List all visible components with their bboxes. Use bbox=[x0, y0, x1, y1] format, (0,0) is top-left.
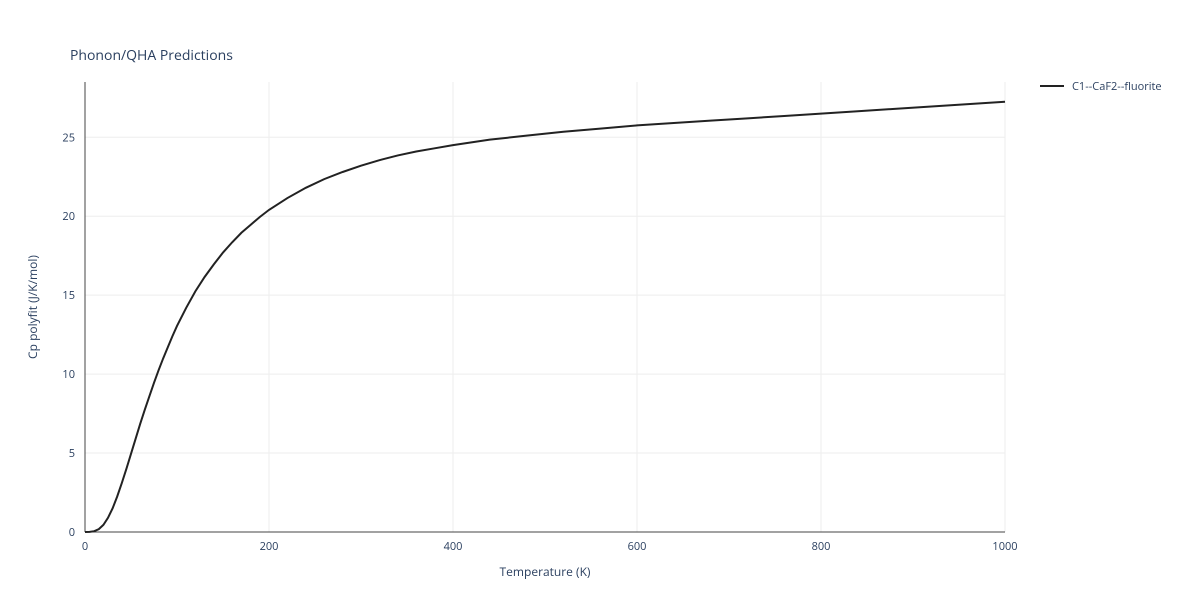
y-axis-label: Cp polyfit (J/K/mol) bbox=[24, 255, 41, 359]
legend-label: C1--CaF2--fluorite bbox=[1072, 79, 1162, 94]
y-tick-label: 5 bbox=[69, 446, 75, 461]
chart-bg bbox=[0, 0, 1200, 600]
x-tick-label: 400 bbox=[444, 539, 463, 554]
x-tick-label: 600 bbox=[628, 539, 647, 554]
x-tick-label: 0 bbox=[82, 539, 88, 554]
chart-title: Phonon/QHA Predictions bbox=[70, 46, 233, 65]
y-tick-label: 20 bbox=[62, 209, 75, 224]
x-axis-label: Temperature (K) bbox=[500, 563, 591, 580]
x-tick-label: 200 bbox=[260, 539, 279, 554]
x-tick-label: 800 bbox=[812, 539, 831, 554]
y-tick-label: 25 bbox=[62, 130, 75, 145]
x-tick-label: 1000 bbox=[992, 539, 1017, 554]
y-tick-label: 10 bbox=[62, 367, 75, 382]
y-tick-label: 15 bbox=[62, 288, 75, 303]
line-chart: 0 200 400 600 800 1000 0 5 10 15 20 25 Temperature (… bbox=[0, 0, 1200, 600]
y-tick-label: 0 bbox=[69, 525, 75, 540]
